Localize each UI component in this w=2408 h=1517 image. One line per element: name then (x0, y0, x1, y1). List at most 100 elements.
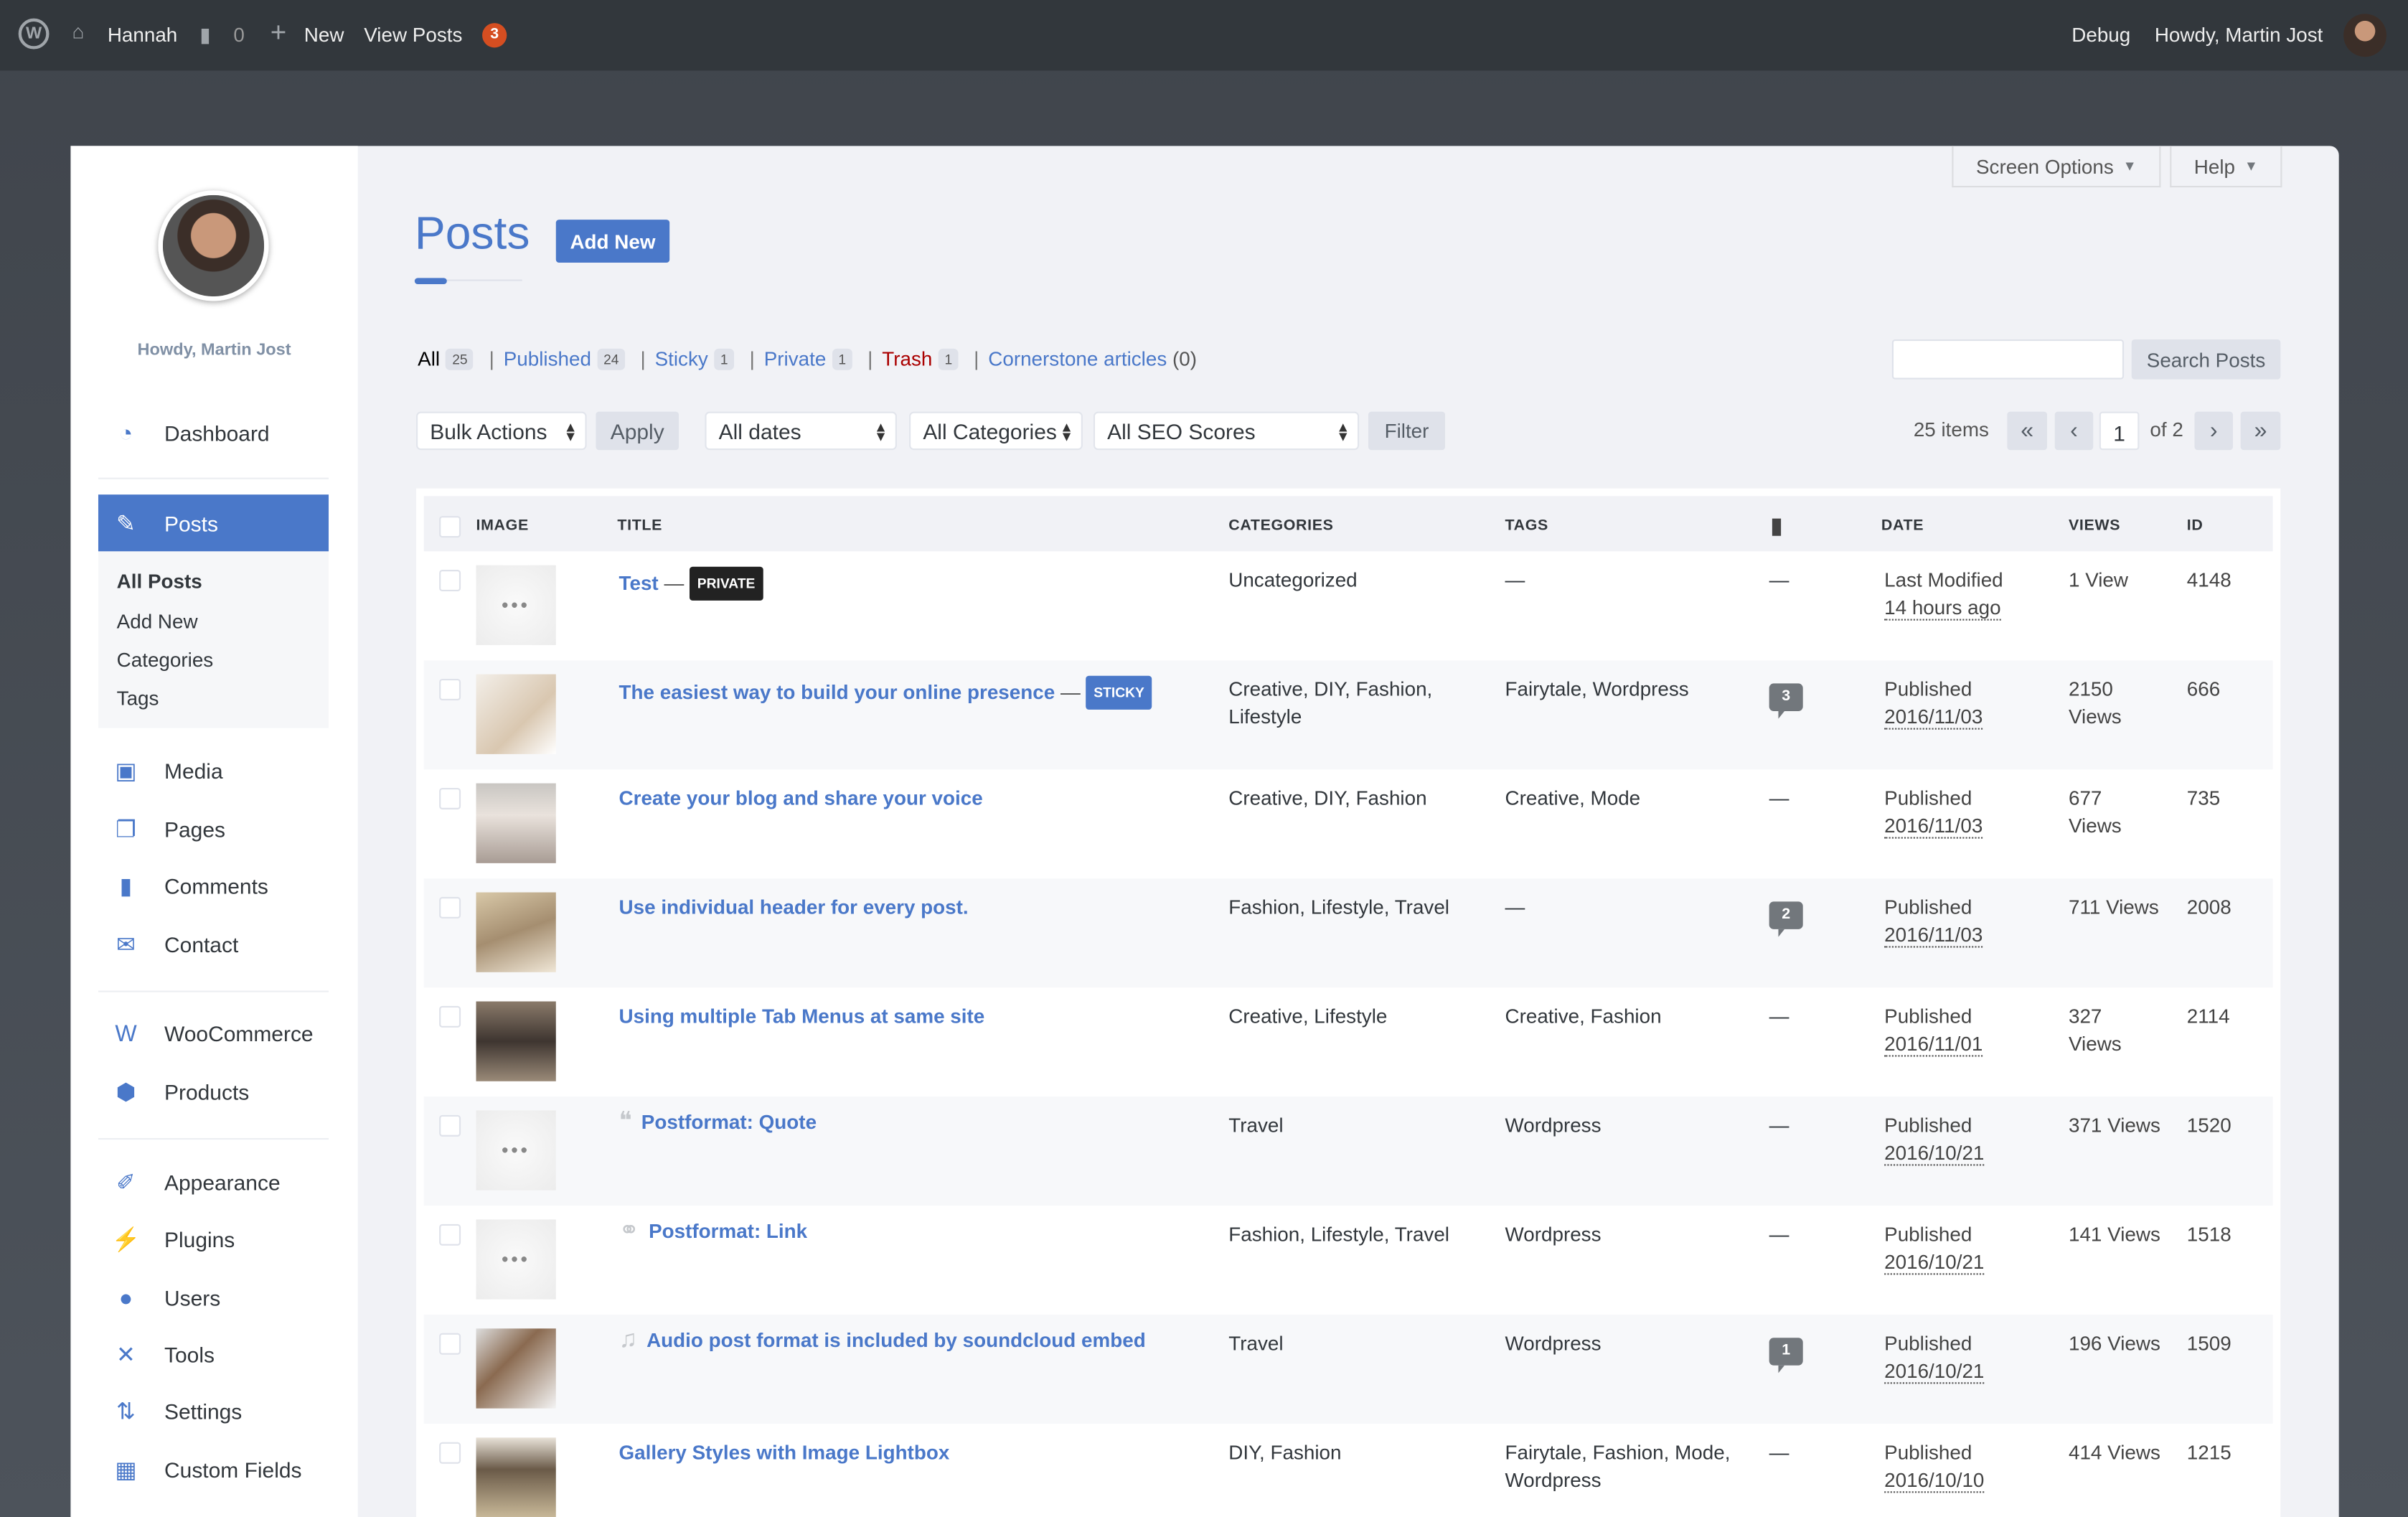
tags-cell[interactable]: Creative, Mode (1505, 786, 1641, 809)
thumbnail-placeholder[interactable]: ••• (476, 565, 556, 645)
post-title-link[interactable]: Postformat: Link (649, 1219, 808, 1243)
submenu-item[interactable]: Add New (116, 609, 198, 633)
thumbnail-placeholder[interactable]: ••• (476, 1110, 556, 1190)
categories-cell[interactable]: Creative, Lifestyle (1228, 1004, 1388, 1028)
thumbnail-image[interactable] (476, 1328, 556, 1409)
select-all-checkbox[interactable] (439, 516, 461, 538)
categories-cell[interactable]: Fashion, Lifestyle, Travel (1228, 1222, 1450, 1246)
col-title[interactable]: TITLE (617, 517, 663, 535)
seo-select[interactable]: All SEO Scores ▲ ▼ (1093, 411, 1360, 451)
categories-cell[interactable]: Travel (1228, 1331, 1284, 1355)
filter-trash[interactable]: Trash (882, 347, 933, 370)
comment-count[interactable]: 0 (233, 23, 245, 47)
post-title-link[interactable]: Postformat: Quote (641, 1110, 817, 1134)
view-posts-link[interactable]: View Posts (364, 23, 463, 47)
tags-cell[interactable]: Creative, Fashion (1505, 1004, 1662, 1028)
submenu-item[interactable]: All Posts (116, 570, 202, 593)
categories-cell[interactable]: Creative, DIY, Fashion, Lifestyle (1228, 677, 1433, 728)
comments-column-icon[interactable]: ▮ (1770, 512, 1783, 538)
categories-cell[interactable]: Creative, DIY, Fashion (1228, 786, 1427, 809)
sidebar-item-pages[interactable]: ❐ Pages (98, 811, 329, 847)
submenu-item[interactable]: Tags (116, 686, 159, 710)
current-page-input[interactable]: 1 (2099, 411, 2140, 451)
row-checkbox[interactable] (439, 570, 461, 592)
screen-options-button[interactable]: Screen Options ▼ (1952, 146, 2161, 188)
post-title-link[interactable]: The easiest way to build your online pre… (619, 680, 1055, 704)
sidebar-item-custom-fields[interactable]: ▦ Custom Fields (98, 1452, 329, 1488)
sidebar-item-dashboard[interactable]: ◔ Dashboard (98, 415, 329, 451)
sidebar-item-settings[interactable]: ⇅ Settings (98, 1393, 329, 1429)
row-checkbox[interactable] (439, 1442, 461, 1464)
categories-cell[interactable]: DIY, Fashion (1228, 1440, 1342, 1464)
sidebar-item-users[interactable]: ● Users (98, 1279, 329, 1316)
avatar-small[interactable] (2343, 14, 2387, 57)
filter-private[interactable]: Private (763, 347, 827, 370)
col-views[interactable]: VIEWS (2068, 517, 2121, 535)
sidebar-item-products[interactable]: ⬢ Products (98, 1074, 329, 1110)
tags-cell[interactable]: Fairytale, Fashion, Mode, Wordpress (1505, 1440, 1731, 1492)
post-title-link[interactable]: Test (619, 571, 659, 595)
search-input[interactable] (1891, 339, 2125, 380)
thumbnail-image[interactable] (476, 1001, 556, 1081)
dates-select[interactable]: All dates ▲ ▼ (705, 411, 897, 451)
col-id[interactable]: ID (2186, 517, 2204, 535)
tags-cell[interactable]: — (1505, 568, 1525, 592)
tags-cell[interactable]: Wordpress (1505, 1113, 1602, 1137)
bulk-actions-select[interactable]: Bulk Actions ▲ ▼ (416, 411, 587, 451)
row-checkbox[interactable] (439, 1333, 461, 1355)
sidebar-item-contact[interactable]: ✉ Contact (98, 926, 329, 963)
comment-count-bubble[interactable]: 1 (1769, 1338, 1803, 1373)
sidebar-item-woocommerce[interactable]: W WooCommerce (98, 1015, 329, 1052)
sidebar-item-posts[interactable]: ✎ Posts (98, 494, 329, 552)
debug-link[interactable]: Debug (2071, 23, 2131, 47)
row-checkbox[interactable] (439, 896, 461, 919)
last-page-button[interactable]: » (2240, 411, 2281, 451)
thumbnail-image[interactable] (476, 892, 556, 972)
add-new-button[interactable]: Add New (555, 220, 670, 263)
tags-cell[interactable]: Wordpress (1505, 1331, 1602, 1355)
help-button[interactable]: Help ▼ (2170, 146, 2282, 188)
howdy-link[interactable]: Howdy, Martin Jost (2154, 23, 2323, 47)
thumbnail-image[interactable] (476, 1437, 556, 1517)
row-checkbox[interactable] (439, 679, 461, 700)
sidebar-item-media[interactable]: ▣ Media (98, 753, 329, 789)
row-checkbox[interactable] (439, 1114, 461, 1137)
sidebar-item-comments[interactable]: ▮ Comments (98, 868, 329, 904)
comment-count-bubble[interactable]: 3 (1769, 683, 1803, 719)
post-title-link[interactable]: Use individual header for every post. (619, 895, 969, 919)
first-page-button[interactable]: « (2007, 411, 2048, 451)
filter-all[interactable]: All (418, 347, 441, 370)
post-title-link[interactable]: Create your blog and share your voice (619, 786, 983, 809)
sidebar-item-tools[interactable]: ✕ Tools (98, 1336, 329, 1373)
filter-cornerstone[interactable]: Cornerstone articles (988, 347, 1167, 370)
post-title-link[interactable]: Using multiple Tab Menus at same site (619, 1004, 985, 1028)
sidebar-item-plugins[interactable]: ⚡ Plugins (98, 1221, 329, 1258)
comment-count-bubble[interactable]: 2 (1769, 901, 1803, 937)
categories-cell[interactable]: Travel (1228, 1113, 1284, 1137)
sidebar-item-appearance[interactable]: ✐ Appearance (98, 1164, 329, 1201)
filter-published[interactable]: Published (503, 347, 591, 370)
tags-cell[interactable]: — (1505, 895, 1525, 919)
wordpress-logo-icon[interactable]: W (18, 18, 50, 50)
thumbnail-placeholder[interactable]: ••• (476, 1219, 556, 1300)
categories-cell[interactable]: Uncategorized (1228, 568, 1358, 592)
row-checkbox[interactable] (439, 787, 461, 809)
categories-select[interactable]: All Categories ▲ ▼ (909, 411, 1083, 451)
thumbnail-image[interactable] (476, 674, 556, 754)
categories-cell[interactable]: Fashion, Lifestyle, Travel (1228, 895, 1450, 919)
filter-button[interactable]: Filter (1368, 411, 1446, 451)
search-posts-button[interactable]: Search Posts (2131, 339, 2281, 380)
post-title-link[interactable]: Audio post format is included by soundcl… (646, 1328, 1146, 1352)
post-title-link[interactable]: Gallery Styles with Image Lightbox (619, 1440, 950, 1464)
tags-cell[interactable]: Fairytale, Wordpress (1505, 677, 1689, 700)
col-date[interactable]: DATE (1881, 517, 1924, 535)
row-checkbox[interactable] (439, 1005, 461, 1028)
tags-cell[interactable]: Wordpress (1505, 1222, 1602, 1246)
thumbnail-image[interactable] (476, 783, 556, 863)
apply-button[interactable]: Apply (596, 411, 679, 451)
submenu-item[interactable]: Categories (116, 648, 214, 672)
filter-sticky[interactable]: Sticky (654, 347, 708, 370)
prev-page-button[interactable]: ‹ (2054, 411, 2094, 451)
next-page-button[interactable]: › (2194, 411, 2233, 451)
row-checkbox[interactable] (439, 1224, 461, 1246)
